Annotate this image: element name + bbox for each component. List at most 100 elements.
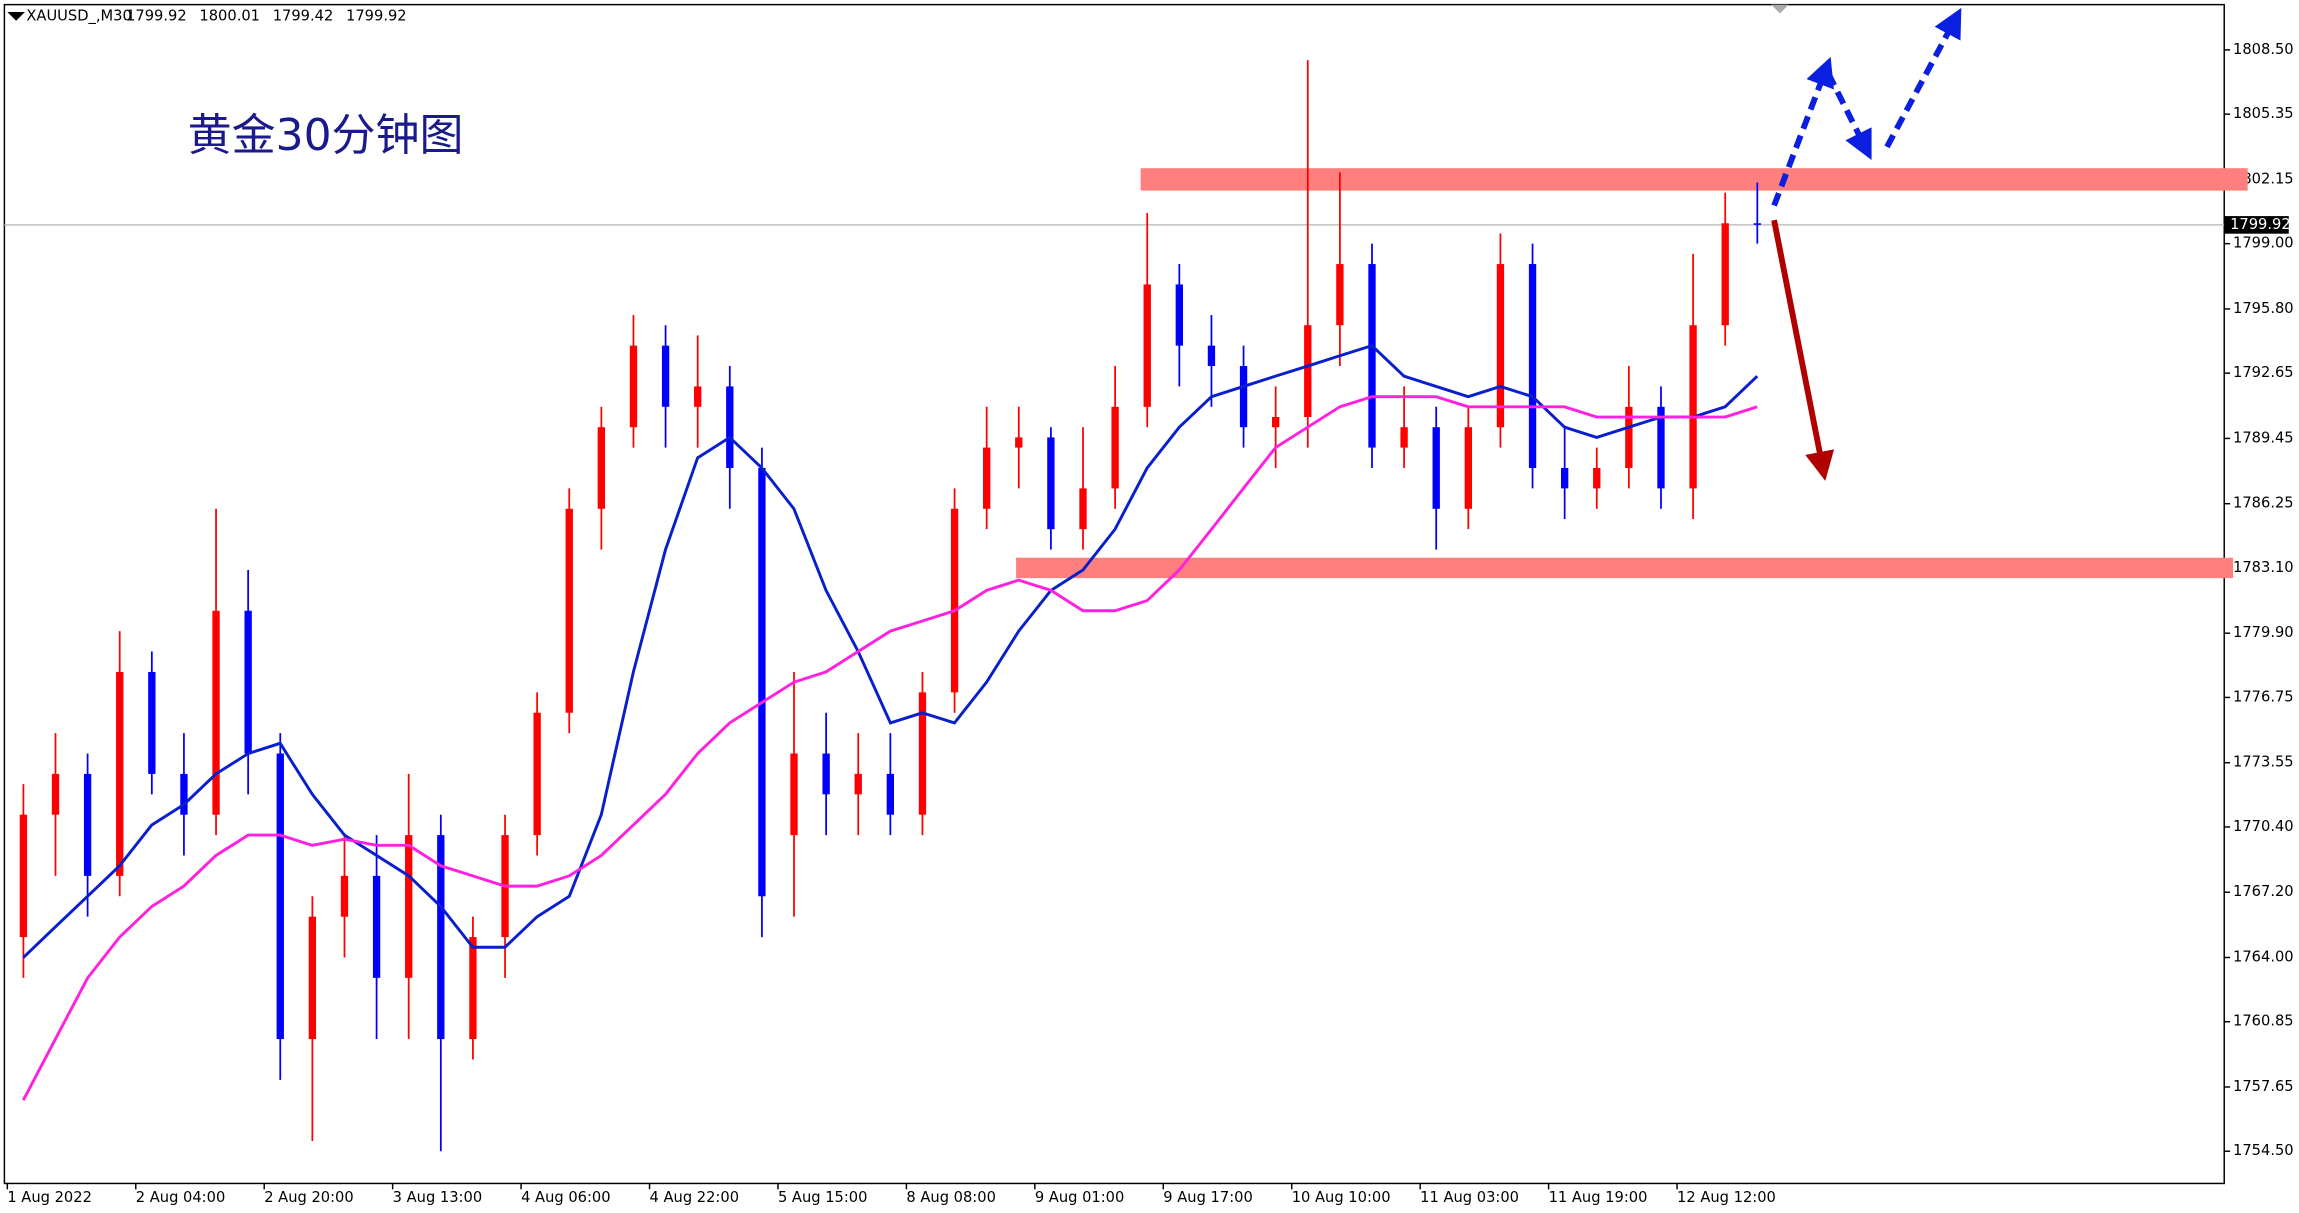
candle-body (629, 345, 638, 428)
y-tick-label: 1770.40 (2233, 818, 2294, 835)
x-tick-label: 4 Aug 06:00 (521, 1189, 611, 1206)
candle-body (1079, 488, 1087, 530)
y-tick-label: 1786.25 (2233, 495, 2294, 512)
candle-body (244, 610, 252, 754)
candle-body (1689, 325, 1697, 489)
y-tick-label: 1767.20 (2233, 883, 2294, 900)
chart-title: 黄金30分钟图 (188, 110, 464, 161)
candle-body (1336, 264, 1344, 326)
moving-average (22, 395, 1758, 1101)
candle-body (1464, 427, 1472, 509)
x-tick-label: 10 Aug 10:00 (1292, 1189, 1391, 1206)
candle-body (694, 386, 702, 407)
candle-body (437, 835, 445, 1040)
y-tick-label: 1764.00 (2233, 948, 2294, 965)
candle-body (918, 692, 927, 815)
candle-body (1432, 427, 1440, 509)
x-tick-label: 3 Aug 13:00 (393, 1189, 483, 1206)
price-zone (1016, 557, 2234, 579)
x-tick-label: 11 Aug 19:00 (1549, 1189, 1648, 1206)
candle-body (1560, 467, 1569, 489)
y-tick-label: 1795.80 (2233, 300, 2294, 317)
y-tick-label: 1773.55 (2233, 754, 2294, 771)
y-tick-label: 1805.35 (2233, 105, 2294, 122)
candle-body (1625, 406, 1633, 468)
candle-body (1272, 417, 1280, 428)
header-value: 1799.42 (273, 7, 334, 24)
x-tick-label: 2 Aug 04:00 (136, 1189, 226, 1206)
price-zone (1140, 168, 2248, 191)
forecast-arrow-up (1884, 7, 1962, 149)
x-tick-label: 12 Aug 12:00 (1677, 1189, 1776, 1206)
candle-body (116, 671, 124, 876)
scroll-marker (1771, 4, 1789, 14)
candle-body (372, 875, 381, 978)
candle-body (51, 773, 60, 815)
candle-body (565, 508, 573, 713)
x-tick-label: 5 Aug 15:00 (778, 1189, 867, 1206)
candle-body (1400, 427, 1408, 448)
candle-body (148, 671, 156, 774)
candle-body (1721, 223, 1729, 326)
candle-body (1593, 467, 1601, 489)
candle-body (1111, 406, 1119, 489)
y-tick-label: 1757.65 (2233, 1078, 2294, 1095)
last-price-tag (2224, 216, 2289, 234)
y-tick-label: 1779.90 (2233, 624, 2294, 641)
y-tick-label: 1802.15 (2233, 170, 2294, 187)
candle-body (790, 753, 798, 836)
y-tick-label: 1808.50 (2233, 41, 2294, 58)
y-tick-label: 1783.10 (2233, 559, 2294, 576)
y-tick-label: 1792.65 (2233, 364, 2294, 381)
x-tick-label: 9 Aug 17:00 (1163, 1189, 1253, 1206)
candle-body (1207, 345, 1216, 367)
menu-marker (7, 11, 25, 21)
candle-body (822, 753, 830, 795)
candle-body (276, 753, 284, 1040)
y-tick-label: 1799.00 (2233, 235, 2294, 252)
forecast-arrow-up (1825, 72, 1872, 160)
candle-body (1143, 284, 1151, 407)
candle-body (1496, 264, 1505, 428)
candle-body (212, 610, 220, 815)
candle-body (1015, 437, 1023, 448)
header-value: 1799.92 (126, 7, 187, 24)
x-tick-label: 11 Aug 03:00 (1420, 1189, 1519, 1206)
last-price-label: 1799.92 (2230, 216, 2291, 233)
plot-frame (3, 3, 2225, 1185)
candle-body (1239, 366, 1248, 428)
candle-body (308, 916, 317, 1040)
candle-body (854, 773, 862, 795)
candle-body (1304, 325, 1312, 418)
candle-body (1657, 406, 1665, 489)
candle-body (886, 773, 895, 815)
candle-body (1368, 264, 1376, 448)
candle-body (180, 773, 188, 815)
candle-body (83, 773, 92, 876)
x-tick-label: 9 Aug 01:00 (1035, 1189, 1125, 1206)
candle-body (1175, 284, 1184, 346)
candle-body (597, 427, 606, 509)
x-tick-label: 1 Aug 2022 (7, 1189, 92, 1206)
candle-body (1528, 264, 1537, 468)
y-tick-label: 1789.45 (2233, 429, 2294, 446)
x-tick-label: 2 Aug 20:00 (264, 1189, 354, 1206)
candle-body (758, 467, 766, 897)
header-symbol: XAUUSD_,M30 (26, 7, 131, 24)
header-value: 1800.01 (199, 7, 260, 24)
x-tick-label: 4 Aug 22:00 (650, 1189, 740, 1206)
y-tick-label: 1754.50 (2233, 1142, 2294, 1159)
candle-body (469, 937, 477, 1040)
candle-body (1047, 437, 1055, 530)
forecast-arrow-up (1771, 56, 1834, 207)
y-tick-label: 1760.85 (2233, 1013, 2294, 1030)
candle-body (405, 835, 413, 978)
candle-body (983, 447, 991, 509)
candle-body (1753, 223, 1761, 225)
x-tick-label: 8 Aug 08:00 (906, 1189, 995, 1206)
header-value: 1799.92 (346, 7, 407, 24)
moving-average (22, 344, 1759, 959)
candle-body (533, 712, 541, 836)
